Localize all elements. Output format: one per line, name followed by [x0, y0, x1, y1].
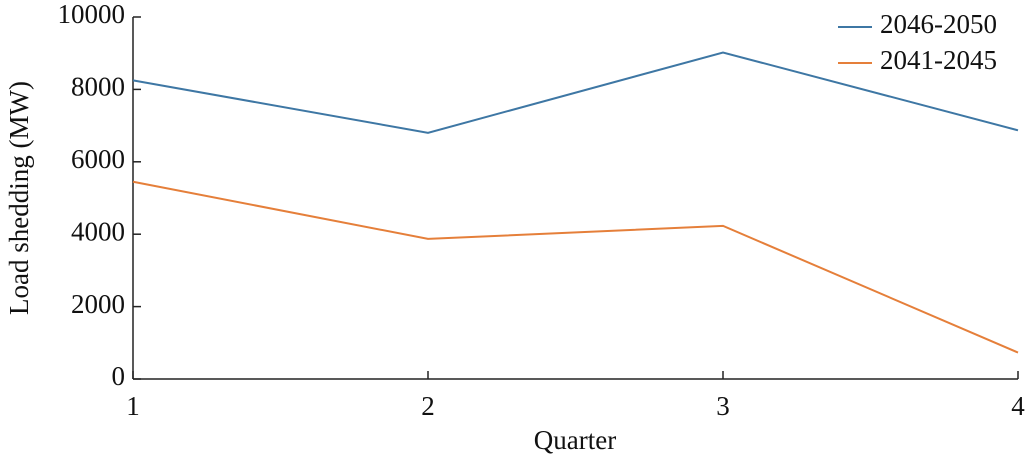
- x-tick-label: 1: [126, 391, 140, 421]
- x-axis-label: Quarter: [534, 425, 616, 455]
- legend-label: 2041-2045: [880, 45, 997, 75]
- y-axis-label: Load shedding (MW): [4, 81, 34, 315]
- line: [132, 51, 1019, 134]
- x-tick-label: 3: [716, 391, 730, 421]
- y-tick-label: 2000: [71, 289, 125, 319]
- line: [132, 180, 1019, 354]
- y-tick-label: 8000: [71, 72, 125, 102]
- x-tick-label: 4: [1011, 391, 1025, 421]
- y-tick-label: 4000: [71, 216, 125, 246]
- y-tick-label: 10000: [58, 0, 126, 29]
- y-tick-label: 0: [112, 361, 126, 391]
- x-tick-label: 2: [421, 391, 435, 421]
- legend-label: 2046-2050: [880, 9, 997, 39]
- y-tick-label: 6000: [71, 144, 125, 174]
